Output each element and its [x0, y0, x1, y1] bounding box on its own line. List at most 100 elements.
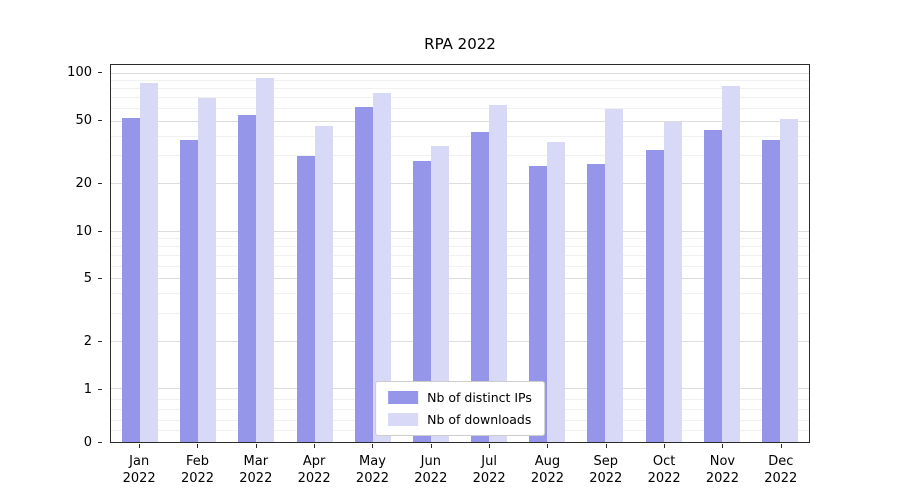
- bar-jan: [140, 82, 159, 442]
- bars: [111, 65, 809, 442]
- y-tick-mark-icon: [98, 72, 102, 74]
- gridline-major: [111, 183, 809, 185]
- gridline-major: [111, 73, 809, 75]
- gridline-minor: [111, 80, 809, 82]
- month-label: Dec: [768, 454, 794, 469]
- x-tick-mark-icon: [664, 444, 666, 448]
- bar-nov: [721, 85, 740, 442]
- x-tick-mark-icon: [489, 444, 491, 448]
- gridline-minor: [111, 88, 809, 90]
- bar-feb: [198, 98, 217, 442]
- gridline-minor: [111, 135, 809, 137]
- month-label: Mar: [243, 454, 269, 469]
- x-tick-mark-icon: [605, 444, 607, 448]
- bar-nov: [703, 130, 722, 442]
- bar-dec: [779, 118, 798, 442]
- bar-group-nov: [693, 65, 751, 442]
- x-tick-label-dec: Dec 2022: [752, 444, 810, 487]
- legend-entry-downloads: Nb of downloads: [388, 412, 532, 427]
- bar-apr: [296, 156, 315, 442]
- bar-sep: [587, 163, 606, 442]
- year-label: 2022: [239, 471, 273, 486]
- month-label: Feb: [185, 454, 209, 469]
- y-tick-label: 2: [83, 334, 92, 350]
- gridline-minor: [111, 255, 809, 257]
- month-label: Jun: [420, 454, 441, 469]
- x-tick-label-jul: Jul 2022: [460, 444, 518, 487]
- x-tick-label-apr: Apr 2022: [285, 444, 343, 487]
- gridline-major: [111, 340, 809, 342]
- x-tick-mark-icon: [430, 444, 432, 448]
- bar-oct: [645, 149, 664, 442]
- bar-jan: [122, 117, 141, 442]
- bar-group-aug: [518, 65, 576, 442]
- x-tick-mark-icon: [547, 444, 549, 448]
- bar-group-oct: [635, 65, 693, 442]
- bar-jun: [412, 161, 431, 442]
- x-tick-label-sep: Sep 2022: [577, 444, 635, 487]
- bar-group-may: [344, 65, 402, 442]
- downloads-swatch-icon: [388, 413, 419, 426]
- year-label: 2022: [355, 471, 390, 486]
- legend-label-downloads: Nb of downloads: [427, 412, 532, 427]
- year-label: 2022: [472, 471, 506, 486]
- y-tick-mark-icon: [98, 278, 102, 280]
- x-tick-mark-icon: [780, 444, 782, 448]
- y-tick-mark-icon: [98, 230, 102, 232]
- x-tick-label-aug: Aug 2022: [518, 444, 576, 487]
- month-label: Aug: [534, 454, 561, 469]
- bar-group-jan: [111, 65, 169, 442]
- bar-jun: [430, 145, 449, 442]
- y-axis: 0 1 2 5 10 20 50 100: [0, 64, 104, 450]
- bar-group-sep: [576, 65, 634, 442]
- bar-feb: [180, 140, 199, 442]
- gridline-minor: [111, 313, 809, 315]
- gridline-minor: [111, 97, 809, 99]
- y-tick-label: 1: [83, 381, 92, 397]
- bar-group-feb: [169, 65, 227, 442]
- legend-entry-distinct-ips: Nb of distinct IPs: [388, 390, 532, 405]
- bar-dec: [761, 140, 780, 442]
- bar-jul: [489, 104, 508, 442]
- bar-mar: [256, 77, 275, 442]
- legend: Nb of distinct IPs Nb of downloads: [375, 381, 545, 436]
- y-tick-label: 100: [67, 65, 92, 81]
- x-tick-mark-icon: [139, 444, 141, 448]
- month-label: May: [359, 454, 386, 469]
- x-tick-label-mar: Mar 2022: [227, 444, 285, 487]
- bar-group-jul: [460, 65, 518, 442]
- month-label: Sep: [593, 454, 619, 469]
- x-tick-label-feb: Feb 2022: [168, 444, 226, 487]
- gridline-major: [111, 120, 809, 122]
- year-label: 2022: [530, 471, 564, 486]
- month-label: Apr: [302, 454, 326, 469]
- bar-group-mar: [227, 65, 285, 442]
- bar-jul: [471, 131, 490, 442]
- x-tick-label-may: May 2022: [343, 444, 401, 487]
- y-tick-label: 20: [75, 175, 92, 191]
- gridline-major: [111, 278, 809, 280]
- x-axis: Jan 2022 Feb 2022 Mar 2022 Apr 2022 May 2022 Jun 20…: [110, 444, 810, 487]
- chart-title: RPA 2022: [424, 35, 496, 53]
- y-tick-mark-icon: [98, 388, 102, 390]
- y-tick-mark-icon: [98, 442, 102, 443]
- gridline-minor: [111, 245, 809, 247]
- gridline-minor: [111, 265, 809, 267]
- gridline-major: [111, 230, 809, 232]
- bar-may: [372, 92, 391, 442]
- y-tick-mark-icon: [98, 341, 102, 343]
- y-tick-label: 10: [75, 223, 92, 239]
- x-tick-label-jan: Jan 2022: [110, 444, 168, 487]
- year-label: 2022: [122, 471, 156, 486]
- year-label: 2022: [647, 471, 681, 486]
- x-tick-mark-icon: [722, 444, 724, 448]
- y-tick-mark-icon: [98, 119, 102, 121]
- y-tick-label: 5: [83, 271, 92, 287]
- legend-label-distinct-ips: Nb of distinct IPs: [427, 390, 532, 405]
- plot-area: Nb of distinct IPs Nb of downloads: [110, 64, 810, 443]
- year-label: 2022: [180, 471, 215, 486]
- gridline-minor: [111, 293, 809, 295]
- x-tick-mark-icon: [372, 444, 374, 448]
- bar-group-jun: [402, 65, 460, 442]
- gridline-minor: [111, 108, 809, 110]
